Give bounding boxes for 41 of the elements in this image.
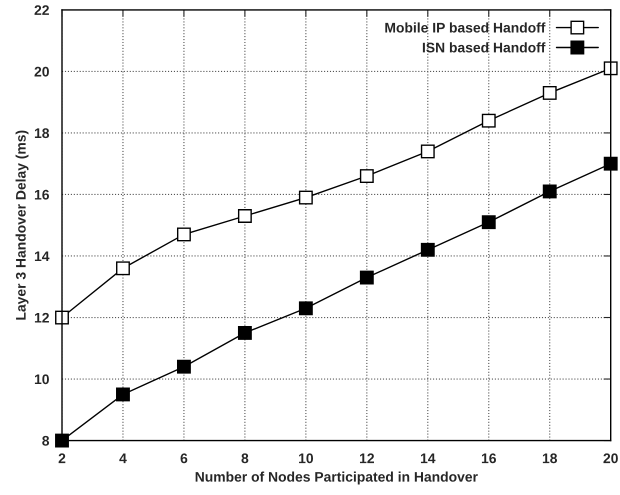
point — [360, 169, 374, 183]
x-tick-label: 8 — [241, 453, 248, 464]
point — [55, 310, 69, 324]
point — [298, 301, 313, 316]
point — [542, 184, 557, 198]
y-tick-label: 20 — [34, 66, 49, 77]
x-tick-label: 20 — [603, 453, 618, 464]
point — [116, 387, 130, 402]
x-tick-label: 12 — [360, 453, 374, 464]
point — [298, 190, 313, 204]
point — [542, 86, 557, 100]
point — [482, 215, 496, 230]
point — [604, 61, 618, 76]
y-tick-label: 14 — [34, 251, 50, 262]
point — [420, 242, 435, 257]
x-tick-label: 18 — [542, 453, 558, 464]
point — [176, 360, 191, 374]
y-axis-title: Layer 3 Handover Delay (ms) — [16, 130, 28, 320]
y-tick-label: 16 — [34, 190, 49, 200]
legend-label: Mobile IP based Handoff — [385, 22, 546, 33]
x-tick-label: 6 — [180, 453, 188, 464]
y-tick-label: 22 — [34, 5, 49, 15]
point — [55, 434, 69, 448]
y-tick-label: 12 — [34, 312, 49, 323]
x-tick-label: 10 — [299, 453, 314, 464]
point — [176, 228, 191, 242]
y-tick-label: 18 — [34, 128, 50, 138]
point — [238, 326, 252, 340]
point — [482, 114, 496, 128]
y-tick-label: 10 — [34, 374, 49, 384]
point — [420, 144, 435, 158]
x-tick-label: 2 — [58, 453, 66, 464]
y-tick-label: 8 — [42, 436, 50, 446]
x-axis-title: Number of Nodes Participated in Handover — [196, 472, 478, 484]
legend-label: ISN based Handoff — [422, 42, 546, 52]
x-tick-label: 4 — [119, 454, 127, 464]
x-tick-label: 16 — [482, 453, 496, 464]
point — [238, 209, 252, 223]
point — [360, 270, 374, 284]
point — [116, 261, 130, 276]
x-tick-label: 14 — [420, 454, 436, 464]
